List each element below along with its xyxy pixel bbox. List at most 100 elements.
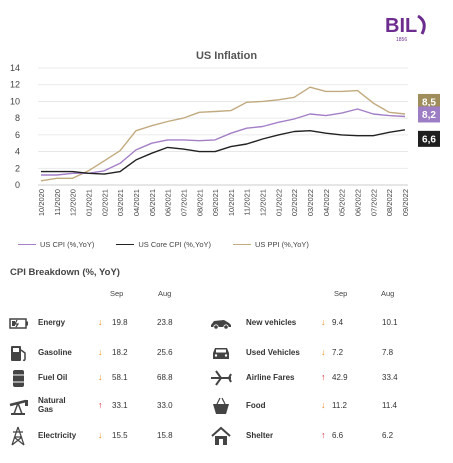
x-tick-label: 03/2021 — [116, 189, 125, 216]
x-tick-label: 02/2022 — [290, 189, 299, 216]
series-line-2 — [40, 86, 406, 182]
row-label: Energy — [38, 318, 66, 327]
airplane-icon — [211, 370, 232, 386]
arrow-down-icon: ↓ — [98, 430, 103, 440]
car-front-icon — [213, 348, 229, 359]
row-sep-value: 15.5 — [112, 431, 128, 440]
right-col-aug-header: Aug — [381, 289, 395, 298]
breakdown-row-left-0: Energy ↓ 19.8 23.8 — [8, 313, 208, 335]
end-label-0: 8,5 — [418, 93, 440, 110]
x-tick-label: 11/2021 — [243, 189, 252, 216]
legend-label-cpi: US CPI (%,YoY) — [40, 240, 95, 249]
battery-icon — [9, 318, 28, 329]
left-col-sep-header: Sep — [110, 289, 124, 298]
row-aug-value: 33.0 — [157, 401, 173, 410]
x-tick-label: 05/2022 — [338, 189, 347, 216]
row-sep-value: 42.9 — [332, 373, 348, 382]
arrow-down-icon: ↓ — [321, 347, 326, 357]
series-line-1 — [41, 129, 406, 175]
row-label: Used Vehicles — [246, 348, 300, 357]
x-tick-label: 08/2022 — [385, 189, 394, 216]
x-tick-label: 10/2020 — [37, 189, 46, 216]
row-sep-value: 11.2 — [332, 401, 347, 410]
end-label-2: 6,6 — [418, 130, 440, 147]
end-label-box — [418, 130, 440, 147]
row-sep-value: 58.1 — [112, 373, 128, 382]
arrow-up-icon: ↑ — [98, 400, 103, 410]
row-sep-value: 9.4 — [332, 318, 344, 327]
y-tick-label: 0 — [15, 180, 20, 190]
x-tick-label: 10/2021 — [227, 189, 236, 216]
row-sep-value: 33.1 — [112, 401, 128, 410]
x-tick-label: 04/2022 — [322, 189, 331, 216]
breakdown-row-right-0: New vehicles ↓ 9.4 10.1 — [210, 313, 410, 335]
chart-series — [40, 86, 406, 182]
row-sep-value: 19.8 — [112, 318, 128, 327]
end-label-1: 8,2 — [418, 106, 440, 123]
legend-swatch-cpi — [18, 244, 36, 245]
legend-label-core-cpi: US Core CPI (%,YoY) — [138, 240, 211, 249]
row-label: Fuel Oil — [38, 373, 68, 382]
end-label-text: 8,2 — [422, 110, 436, 121]
y-tick-label: 6 — [15, 130, 20, 140]
legend-swatch-ppi — [233, 244, 251, 245]
breakdown-row-left-1: Gasoline ↓ 18.2 25.6 — [8, 343, 208, 365]
y-tick-label: 12 — [10, 80, 20, 90]
y-tick-label: 2 — [15, 163, 20, 173]
oil-barrel-icon — [13, 370, 24, 387]
row-aug-value: 15.8 — [157, 431, 173, 440]
y-tick-label: 10 — [10, 96, 20, 106]
x-tick-label: 12/2020 — [69, 189, 78, 216]
y-tick-label: 4 — [15, 147, 20, 157]
legend-swatch-core-cpi — [116, 244, 135, 245]
end-label-text: 6,6 — [422, 134, 436, 145]
arrow-down-icon: ↓ — [321, 400, 326, 410]
breakdown-row-right-1: Used Vehicles ↓ 7.2 7.8 — [210, 343, 410, 365]
end-label-box — [418, 93, 440, 110]
us-inflation-chart: 0 2 4 6 8 10 12 14 10/2020 11/2020 12/2020 01/2021… — [10, 63, 440, 216]
breakdown-row-left-2: Fuel Oil ↓ 58.1 68.8 — [8, 368, 208, 390]
row-aug-value: 25.6 — [157, 348, 173, 357]
x-tick-label: 02/2021 — [100, 189, 109, 216]
row-label: Natural Gas — [38, 396, 66, 414]
x-tick-label: 07/2021 — [179, 189, 188, 216]
legend-item-cpi: US CPI (%,YoY) — [18, 240, 94, 249]
left-col-aug-header: Aug — [158, 289, 172, 298]
end-labels: 8,5 8,2 6,6 — [418, 93, 440, 147]
row-label-line1: Natural — [38, 396, 66, 405]
x-tick-label: 09/2022 — [401, 189, 410, 216]
x-tick-label: 12/2021 — [259, 189, 268, 216]
chart-legend: US CPI (%,YoY) US Core CPI (%,YoY) US PP… — [18, 240, 309, 249]
bil-logo: BIL 1856 — [385, 14, 426, 43]
house-icon — [211, 426, 231, 445]
row-aug-value: 10.1 — [382, 318, 398, 327]
bil-logo-swoosh — [417, 14, 426, 35]
x-tick-label: 06/2022 — [354, 189, 363, 216]
breakdown-row-left-3: Natural Gas ↑ 33.1 33.0 — [8, 396, 208, 418]
row-aug-value: 68.8 — [157, 373, 173, 382]
row-sep-value: 18.2 — [112, 348, 128, 357]
y-tick-label: 8 — [15, 113, 20, 123]
car-side-icon — [211, 320, 231, 330]
arrow-up-icon: ↑ — [321, 430, 326, 440]
legend-item-core-cpi: US Core CPI (%,YoY) — [116, 240, 211, 249]
breakdown-title: CPI Breakdown (%, YoY) — [10, 267, 120, 278]
arrow-down-icon: ↓ — [98, 372, 103, 382]
basket-icon — [213, 397, 229, 414]
fuel-pump-icon — [11, 346, 26, 362]
breakdown-row-right-2: Airline Fares ↑ 42.9 33.4 — [210, 368, 410, 390]
right-col-sep-header: Sep — [334, 289, 348, 298]
x-axis: 10/2020 11/2020 12/2020 01/2021 02/2021 03/20… — [37, 189, 410, 216]
bil-logo-text: BIL — [385, 15, 417, 37]
row-aug-value: 33.4 — [382, 373, 398, 382]
x-tick-label: 07/2022 — [369, 189, 378, 216]
row-label: Airline Fares — [246, 373, 295, 382]
row-label-line2: Gas — [38, 405, 54, 414]
end-label-box — [418, 106, 440, 123]
arrow-down-icon: ↓ — [98, 317, 103, 327]
power-pylon-icon — [11, 426, 25, 446]
row-aug-value: 7.8 — [382, 348, 394, 357]
row-label: New vehicles — [246, 318, 297, 327]
y-tick-label: 14 — [10, 63, 20, 73]
legend-label-ppi: US PPI (%,YoY) — [255, 240, 309, 249]
